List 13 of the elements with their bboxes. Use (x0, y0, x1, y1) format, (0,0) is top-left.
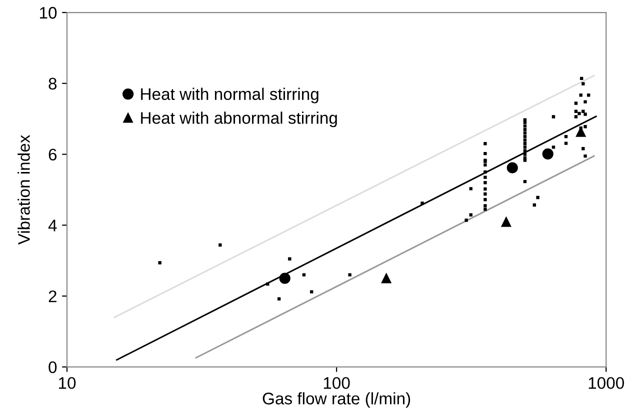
x-tick-label: 100 (324, 377, 350, 389)
y-tick-label: 10 (40, 6, 57, 19)
y-tick-label: 2 (48, 290, 56, 302)
x-axis-title: Gas flow rate (l/min) (262, 392, 410, 408)
y-tick-label: 4 (48, 220, 57, 232)
legend-label: Heat with abnormal stirring (141, 112, 337, 128)
x-tick-label: 1000 (588, 377, 624, 389)
y-tick-label: 0 (48, 361, 57, 374)
y-tick-label: 6 (48, 148, 57, 160)
y-tick-label: 8 (48, 78, 57, 90)
legend-label: Heat with normal stirring (141, 88, 318, 104)
x-tick-label: 10 (58, 377, 76, 389)
y-axis-title: Vibration index (18, 134, 30, 245)
